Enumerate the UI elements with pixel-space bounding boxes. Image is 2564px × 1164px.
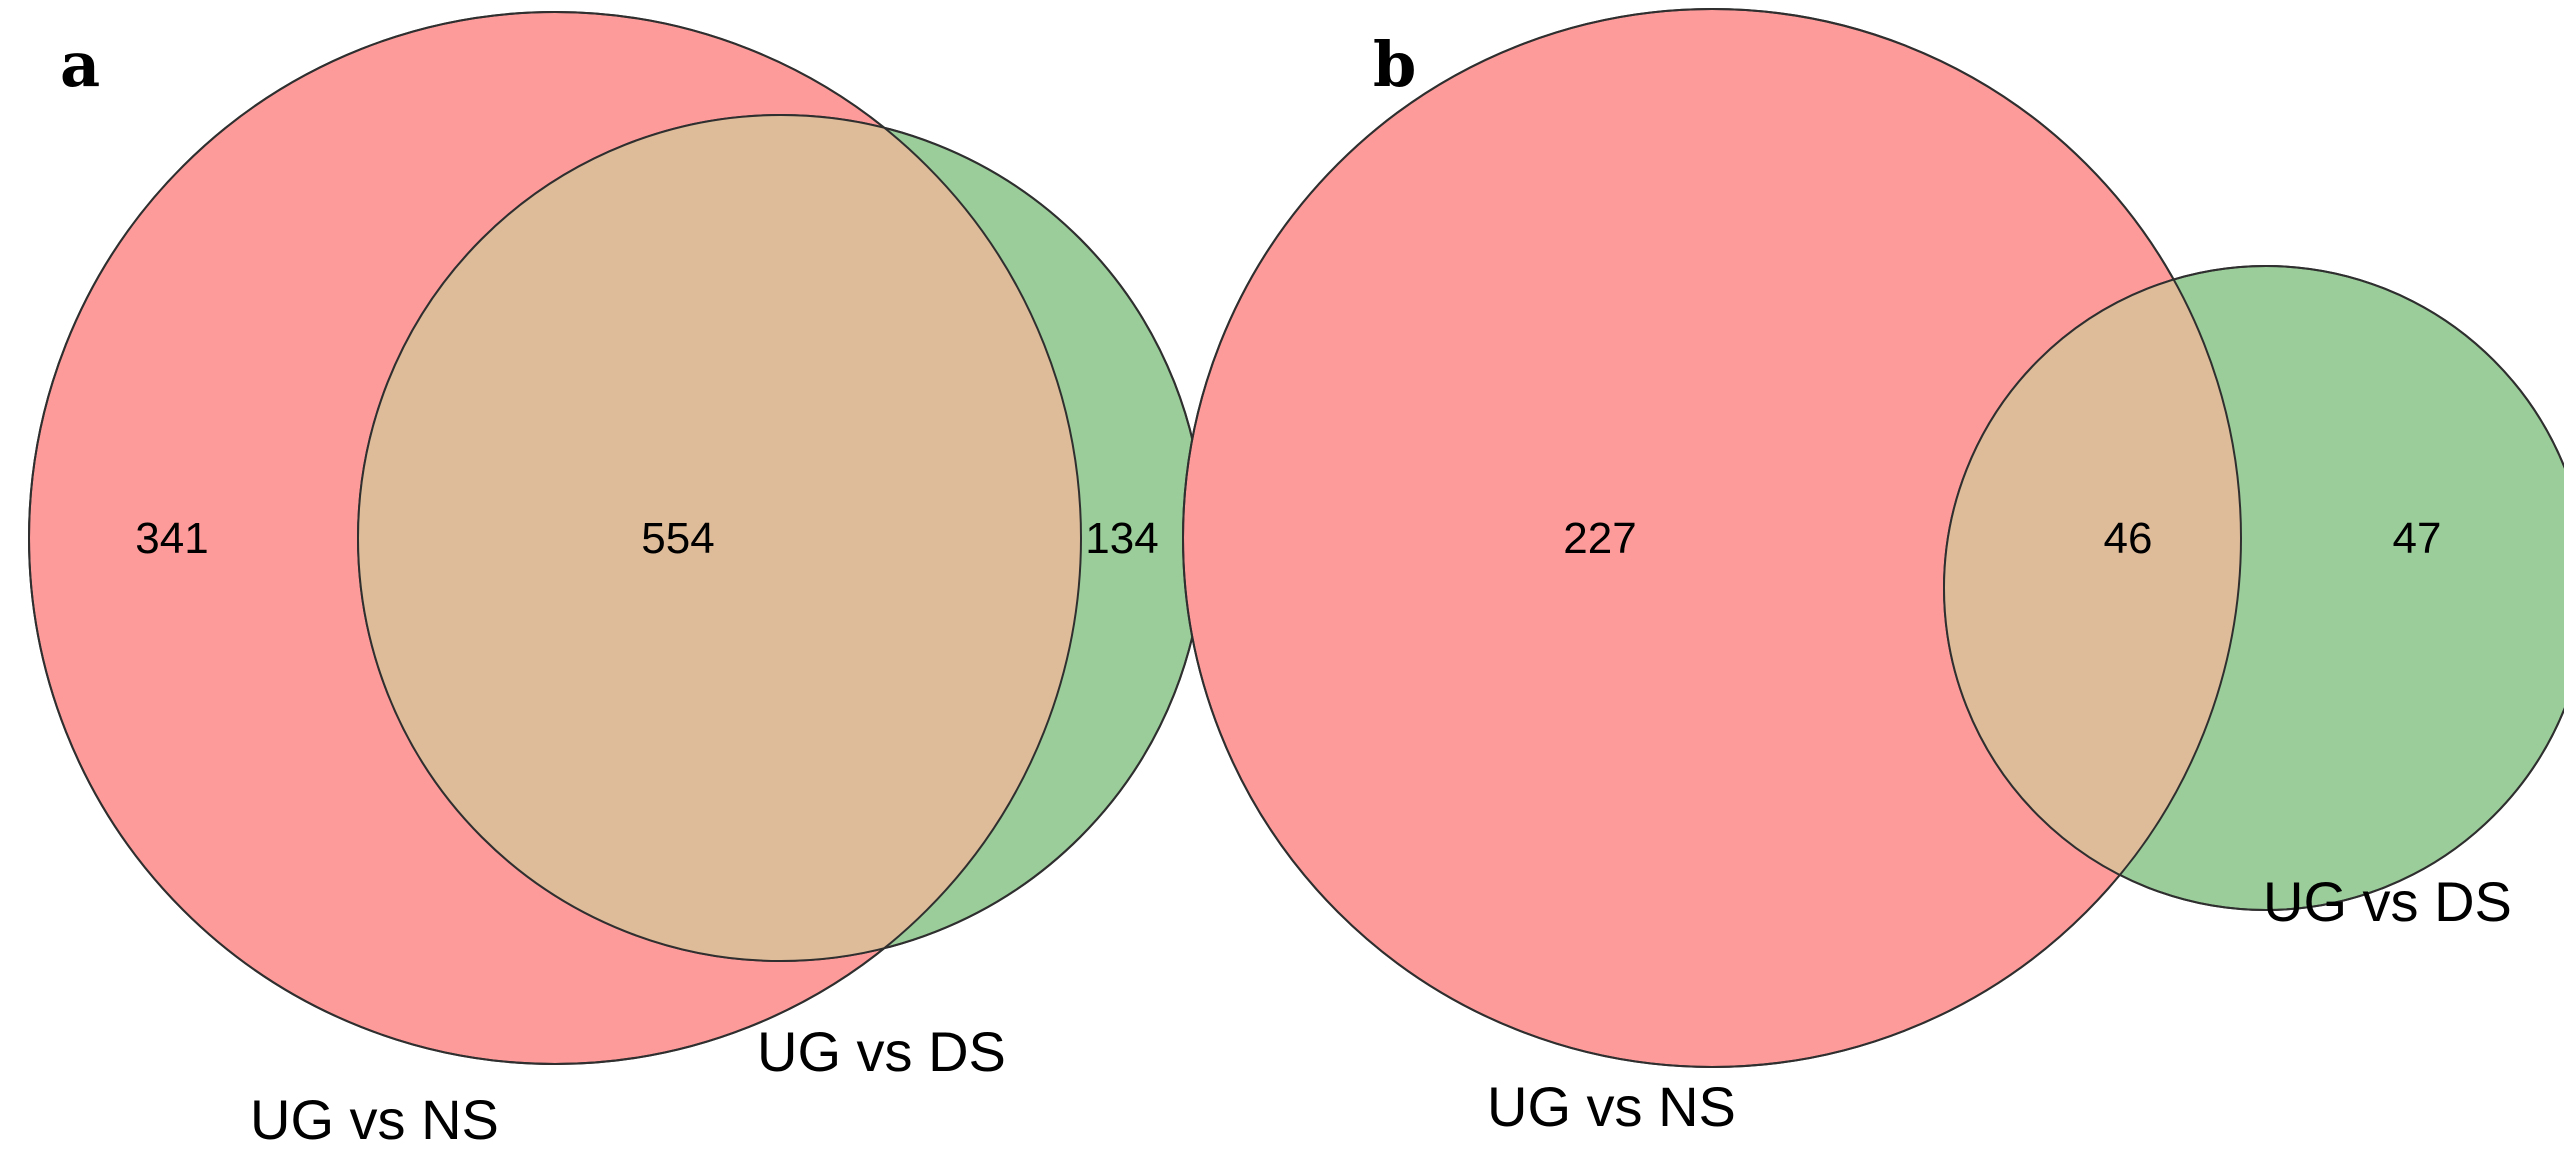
count-only-ug-vs-ds-a: 134 [1085, 514, 1158, 563]
panel-letter-b: b [1373, 28, 1416, 101]
venn-panel-b: b 227 46 47 UG vs NS UG vs DS [1182, 8, 2564, 1138]
set-label-ug-vs-ns-b: UG vs NS [1487, 1075, 1736, 1138]
set-label-ug-vs-ns-a: UG vs NS [250, 1088, 499, 1151]
count-only-ug-vs-ns-b: 227 [1563, 514, 1636, 563]
venn-panel-a: a 341 554 134 UG vs NS UG vs DS [28, 11, 1205, 1151]
overlap-region-a [358, 115, 1081, 961]
overlap-region-b [1944, 266, 2241, 910]
count-only-ug-vs-ns-a: 341 [135, 514, 208, 563]
outline-ug-vs-ns-a [28, 11, 1082, 1065]
outline-ug-vs-ds-b [1943, 265, 2564, 911]
set-label-ug-vs-ds-a: UG vs DS [757, 1020, 1006, 1083]
count-only-ug-vs-ds-b: 47 [2393, 514, 2442, 563]
outline-ug-vs-ns-b [1182, 8, 2242, 1068]
set-label-ug-vs-ds-b: UG vs DS [2263, 870, 2512, 933]
count-overlap-a: 554 [641, 514, 714, 563]
count-overlap-b: 46 [2104, 514, 2153, 563]
panel-letter-a: a [60, 28, 100, 101]
